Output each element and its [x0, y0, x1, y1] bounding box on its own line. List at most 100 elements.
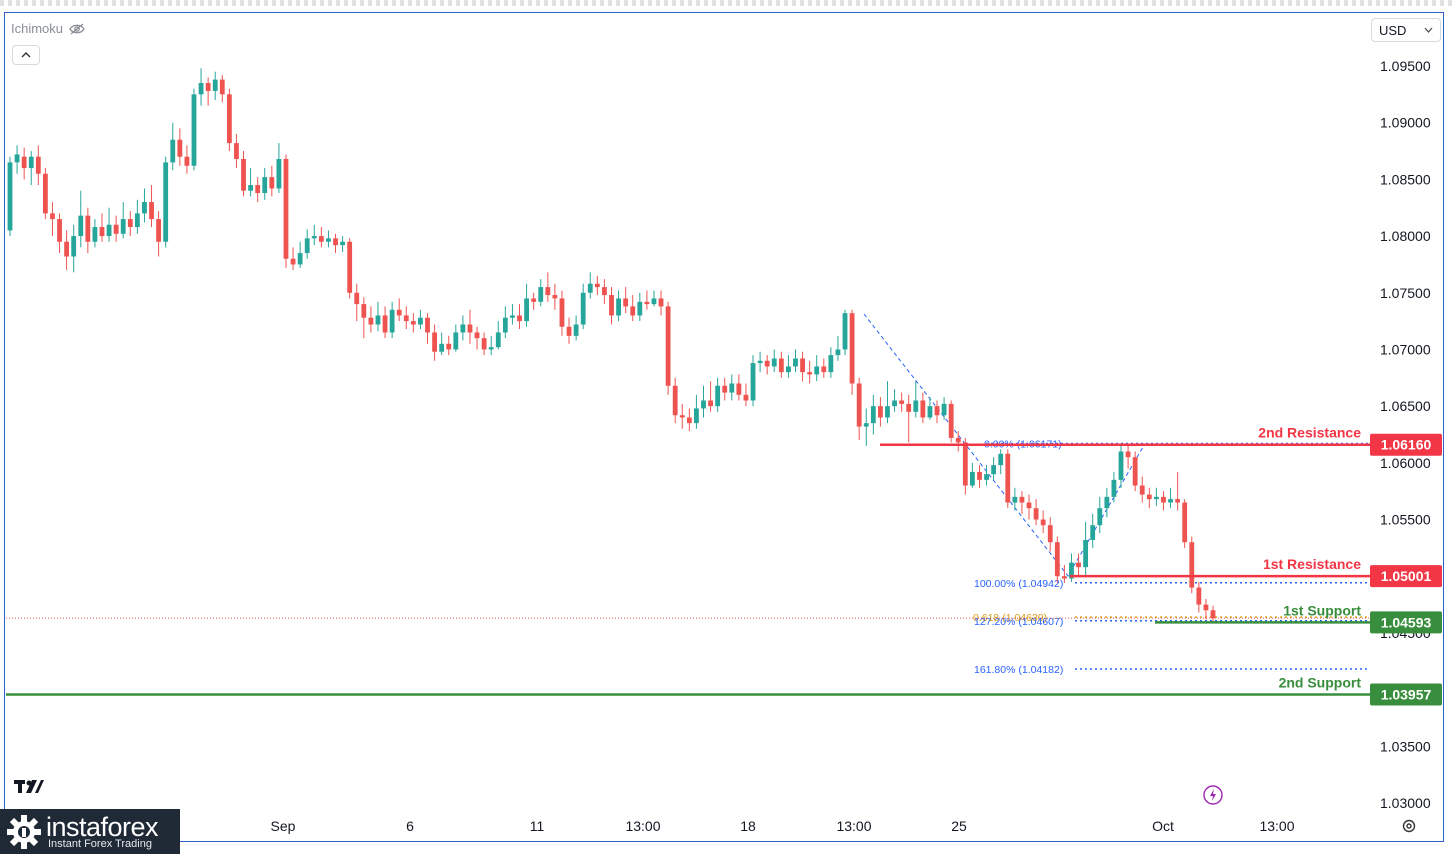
candle[interactable] — [877, 397, 883, 427]
candle[interactable] — [1146, 487, 1152, 509]
candles[interactable] — [7, 68, 1216, 623]
candle[interactable] — [587, 272, 593, 299]
gear-icon[interactable] — [1401, 818, 1417, 839]
candle[interactable] — [722, 377, 728, 401]
candle[interactable] — [1203, 598, 1209, 620]
candle[interactable] — [460, 315, 466, 341]
candle[interactable] — [955, 431, 961, 452]
time-axis[interactable]: Sep 6 11 13:00 18 13:00 25 Oct 13:00 — [271, 818, 1295, 834]
candle[interactable] — [205, 77, 211, 106]
candle[interactable] — [870, 394, 876, 435]
candle[interactable] — [488, 335, 494, 356]
candle[interactable] — [771, 349, 777, 373]
candle[interactable] — [134, 199, 140, 234]
candle[interactable] — [432, 324, 437, 361]
candle[interactable] — [665, 301, 671, 395]
candle[interactable] — [1210, 605, 1216, 623]
candle[interactable] — [389, 301, 395, 339]
candle[interactable] — [474, 326, 480, 350]
candle[interactable] — [623, 287, 629, 314]
support-resistance-levels[interactable]: 2nd Resistance 1.06160 1st Resistance 1.050… — [6, 425, 1442, 706]
candle[interactable] — [368, 306, 374, 333]
candle[interactable] — [198, 68, 204, 106]
currency-select[interactable]: USD — [1371, 18, 1441, 42]
candle[interactable] — [191, 88, 197, 171]
candle[interactable] — [602, 279, 607, 305]
indicator-name[interactable]: Ichimoku — [11, 21, 64, 36]
candle[interactable] — [594, 275, 600, 296]
candle[interactable] — [170, 122, 176, 171]
candle[interactable] — [311, 224, 317, 246]
candle[interactable] — [941, 397, 947, 420]
candle[interactable] — [1083, 521, 1089, 577]
candle[interactable] — [885, 381, 890, 424]
candle[interactable] — [453, 324, 459, 352]
candle[interactable] — [552, 283, 558, 310]
candle[interactable] — [630, 295, 636, 322]
candle[interactable] — [1012, 487, 1018, 511]
candle[interactable] — [1090, 513, 1096, 548]
candle[interactable] — [184, 145, 190, 174]
candle[interactable] — [50, 202, 55, 237]
candle[interactable] — [113, 215, 119, 242]
candle[interactable] — [828, 347, 834, 378]
candle[interactable] — [1182, 499, 1188, 548]
candle[interactable] — [347, 238, 353, 299]
candle[interactable] — [913, 381, 919, 418]
lightning-icon[interactable] — [1203, 785, 1223, 810]
indicator-legend[interactable]: Ichimoku — [11, 21, 85, 36]
candle[interactable] — [177, 128, 183, 166]
fib-trend-path[interactable] — [863, 313, 1144, 577]
candle[interactable] — [410, 313, 416, 333]
candle[interactable] — [835, 335, 841, 361]
candle[interactable] — [651, 290, 657, 307]
candle[interactable] — [276, 143, 282, 193]
candle[interactable] — [991, 457, 997, 480]
candle[interactable] — [99, 213, 105, 242]
candle[interactable] — [28, 151, 34, 186]
candle[interactable] — [446, 335, 452, 356]
candle[interactable] — [156, 211, 162, 257]
candle[interactable] — [517, 304, 522, 330]
candle[interactable] — [686, 408, 692, 432]
level-2nd-support[interactable]: 2nd Support 1.03957 — [6, 674, 1442, 706]
candle[interactable] — [85, 207, 91, 254]
candle[interactable] — [920, 392, 926, 424]
candle[interactable] — [906, 394, 912, 443]
candle[interactable] — [658, 290, 664, 316]
candle[interactable] — [736, 374, 742, 401]
candle[interactable] — [538, 279, 544, 307]
candle[interactable] — [849, 309, 855, 395]
candle[interactable] — [1104, 487, 1110, 518]
candle[interactable] — [1196, 581, 1202, 613]
candle[interactable] — [1069, 553, 1074, 582]
candle[interactable] — [1019, 491, 1025, 514]
candle[interactable] — [616, 290, 621, 322]
candle[interactable] — [375, 301, 381, 332]
candle[interactable] — [502, 306, 508, 339]
candle[interactable] — [1118, 445, 1124, 488]
candle[interactable] — [42, 168, 48, 220]
candle[interactable] — [467, 309, 473, 344]
candle[interactable] — [1005, 449, 1011, 509]
candle[interactable] — [934, 400, 940, 424]
candle[interactable] — [163, 156, 169, 248]
candle[interactable] — [64, 230, 70, 271]
candle[interactable] — [609, 287, 614, 325]
candle[interactable] — [559, 290, 565, 336]
candle[interactable] — [1040, 510, 1046, 534]
candle[interactable] — [701, 385, 706, 418]
candle[interactable] — [679, 403, 685, 429]
candle[interactable] — [255, 177, 261, 203]
candle[interactable] — [92, 219, 98, 248]
candle[interactable] — [127, 211, 133, 237]
candle[interactable] — [524, 283, 529, 327]
candle[interactable] — [644, 290, 650, 310]
candle[interactable] — [531, 292, 537, 310]
candle[interactable] — [743, 383, 749, 407]
candle[interactable] — [969, 462, 975, 488]
candle[interactable] — [729, 374, 735, 401]
candle[interactable] — [573, 315, 579, 341]
candle[interactable] — [318, 227, 324, 248]
